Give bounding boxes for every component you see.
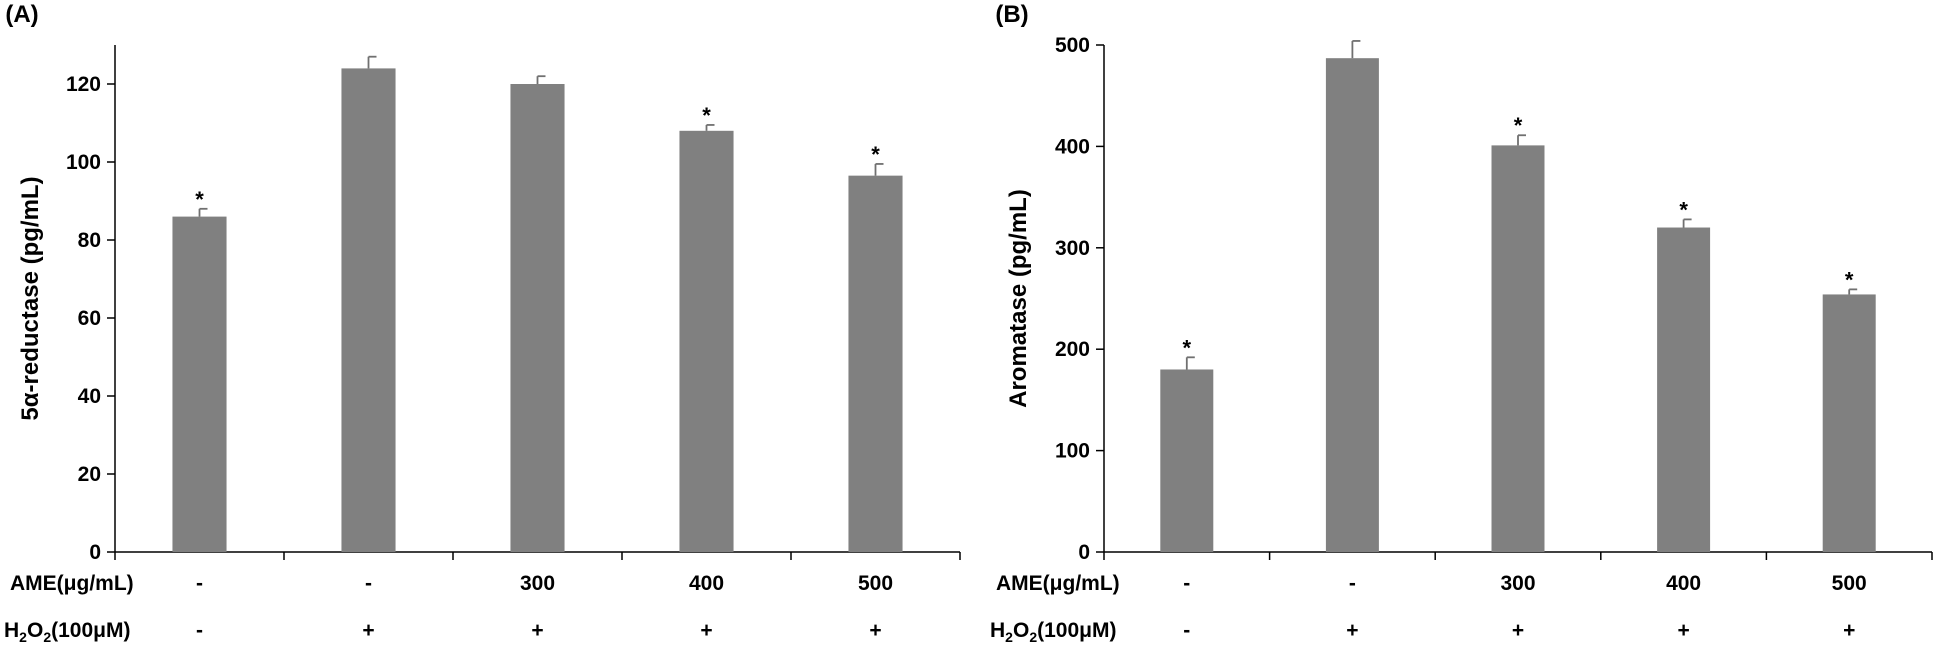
row-label-ame: AME(μg/mL) xyxy=(996,572,1120,595)
y-tick-label: 0 xyxy=(1078,541,1090,564)
y-tick-label: 40 xyxy=(78,385,101,408)
h2o2-condition: - xyxy=(196,619,203,642)
bar xyxy=(510,84,565,552)
significance-star: * xyxy=(871,142,880,167)
y-axis-title: Aromatase (pg/mL) xyxy=(1005,189,1032,408)
significance-star: * xyxy=(1845,267,1854,292)
y-tick-label: 60 xyxy=(78,307,101,330)
h2o2-condition: + xyxy=(1843,619,1855,642)
ame-condition: 500 xyxy=(1832,572,1867,595)
row-label-h2o2: H2O2(100μM) xyxy=(990,619,1116,645)
y-tick-label: 80 xyxy=(78,229,101,252)
ame-condition: - xyxy=(1349,572,1356,595)
ame-condition: 300 xyxy=(520,572,555,595)
h2o2-condition: + xyxy=(1512,619,1524,642)
bar xyxy=(1657,227,1711,552)
h2o2-condition: + xyxy=(1677,619,1689,642)
h2o2-condition: + xyxy=(700,619,712,642)
h2o2-condition: + xyxy=(531,619,543,642)
bar xyxy=(172,216,227,552)
y-tick-label: 0 xyxy=(89,541,101,564)
h2o2-condition: + xyxy=(1346,619,1358,642)
significance-star: * xyxy=(1514,113,1523,138)
chart-panel-b: (B) 0 100 200 300 400 500 Aromatase (pg/mL) * * * *… xyxy=(990,1,1933,645)
ame-condition: 300 xyxy=(1500,572,1535,595)
panel-label: (A) xyxy=(5,1,38,28)
significance-star: * xyxy=(702,103,711,128)
y-tick-label: 300 xyxy=(1055,237,1090,260)
significance-star: * xyxy=(1183,335,1192,360)
bar xyxy=(1491,145,1545,553)
y-axis-title: 5α-reductase (pg/mL) xyxy=(17,176,44,420)
ame-condition: - xyxy=(196,572,203,595)
significance-star: * xyxy=(1679,197,1688,222)
y-tick-label: 400 xyxy=(1055,135,1090,158)
y-tick-label: 20 xyxy=(78,463,101,486)
h2o2-condition: - xyxy=(1183,619,1190,642)
ame-condition: - xyxy=(1183,572,1190,595)
y-tick-label: 100 xyxy=(1055,440,1090,463)
ame-condition: 400 xyxy=(1666,572,1701,595)
h2o2-condition: + xyxy=(869,619,881,642)
significance-star: * xyxy=(195,187,204,212)
h2o2-condition: + xyxy=(362,619,374,642)
y-tick-label: 120 xyxy=(66,73,101,96)
panel-label: (B) xyxy=(995,1,1028,28)
y-tick-label: 100 xyxy=(66,151,101,174)
bar xyxy=(341,68,396,553)
bar xyxy=(1160,369,1214,552)
ame-condition: - xyxy=(365,572,372,595)
bar xyxy=(679,130,734,553)
ame-condition: 400 xyxy=(689,572,724,595)
y-tick-label: 200 xyxy=(1055,338,1090,361)
row-label-h2o2: H2O2(100μM) xyxy=(4,619,130,645)
row-label-ame: AME(μg/mL) xyxy=(10,572,134,595)
ame-condition: 500 xyxy=(858,572,893,595)
chart-panel-a: (A) 0 20 40 60 80 100 120 5α-reductase (pg/mL) * *… xyxy=(4,1,961,645)
bar xyxy=(1822,294,1876,552)
bar xyxy=(1325,58,1379,552)
bar xyxy=(848,175,903,552)
y-tick-label: 500 xyxy=(1055,34,1090,57)
